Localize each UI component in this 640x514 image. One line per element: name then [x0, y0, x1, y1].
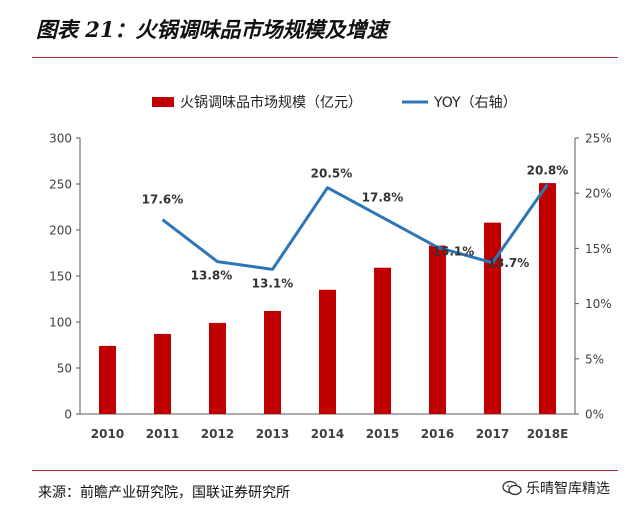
x-axis-tick-label: 2014: [311, 427, 344, 441]
right-axis-tick-label: 10%: [585, 297, 612, 311]
bar: [319, 289, 336, 414]
yoy-data-label: 15.1%: [433, 244, 475, 258]
combo-chart: 火锅调味品市场规模（亿元） YOY（右轴） 0 50 100 150 200 250 300…: [49, 94, 612, 442]
x-axis-tick-label: 2018E: [527, 427, 569, 441]
x-axis-tick-label: 2016: [421, 427, 454, 441]
legend: 火锅调味品市场规模（亿元） YOY（右轴）: [152, 94, 517, 111]
x-axis-tick-label: 2011: [146, 427, 179, 441]
legend-bar-swatch: [152, 97, 174, 107]
wechat-icon: [502, 480, 522, 496]
watermark-text: 乐晴智库精选: [526, 481, 610, 497]
yoy-data-label: 17.8%: [362, 190, 404, 204]
bar: [154, 333, 171, 414]
legend-bar-label: 火锅调味品市场规模（亿元）: [180, 94, 362, 111]
bar: [484, 222, 501, 414]
yoy-data-label: 20.5%: [311, 167, 353, 181]
yoy-line: [161, 183, 549, 271]
x-axis-tick-label: 2013: [256, 427, 289, 441]
yoy-data-label: 13.1%: [252, 276, 294, 290]
left-axis-tick-label: 300: [49, 132, 72, 146]
yoy-data-label: 13.8%: [191, 269, 233, 283]
title-divider: [32, 57, 618, 58]
right-axis-tick-label: 0%: [585, 408, 604, 422]
left-axis-tick-label: 0: [64, 408, 72, 422]
left-axis-tick-label: 250: [49, 178, 72, 192]
left-axis-tick-label: 50: [57, 362, 72, 376]
yoy-data-label: 17.6%: [142, 193, 184, 207]
bar: [429, 245, 446, 414]
left-axis-tick-label: 150: [49, 270, 72, 284]
data-labels: 17.6% 13.8% 13.1% 20.5% 17.8% 15.1% 13.7% 20.8%: [142, 163, 569, 290]
right-axis-tick-label: 15%: [585, 242, 612, 256]
x-axis-tick-label: 2010: [91, 427, 124, 441]
bar: [374, 267, 391, 414]
x-axis-tick-label: 2015: [366, 427, 399, 441]
left-axis-tick-label: 100: [49, 316, 72, 330]
right-axis-tick-label: 5%: [585, 352, 604, 366]
bar-series: [99, 183, 556, 414]
page-title: 图表 21：火锅调味品市场规模及增速: [36, 17, 388, 42]
yoy-data-label: 20.8%: [527, 163, 569, 177]
x-axis-tick-label: 2017: [476, 427, 509, 441]
x-axis-tick-label: 2012: [201, 427, 234, 441]
legend-line-label: YOY（右轴）: [433, 95, 517, 111]
left-axis-tick-label: 200: [49, 224, 72, 238]
axes: 0 50 100 150 200 250 300 0% 5% 10% 15% 20% 25% 2010 20…: [49, 132, 612, 442]
bar: [209, 322, 226, 414]
bar: [99, 345, 116, 414]
right-axis-tick-label: 25%: [585, 132, 612, 146]
bar: [264, 310, 281, 414]
line-series: [161, 183, 549, 271]
right-axis-tick-label: 20%: [585, 187, 612, 201]
bar: [539, 183, 556, 414]
footer-divider: [32, 470, 618, 471]
watermark: 乐晴智库精选: [502, 478, 610, 498]
yoy-data-label: 13.7%: [488, 256, 530, 270]
source-note: 来源：前瞻产业研究院，国联证券研究所: [38, 485, 290, 501]
